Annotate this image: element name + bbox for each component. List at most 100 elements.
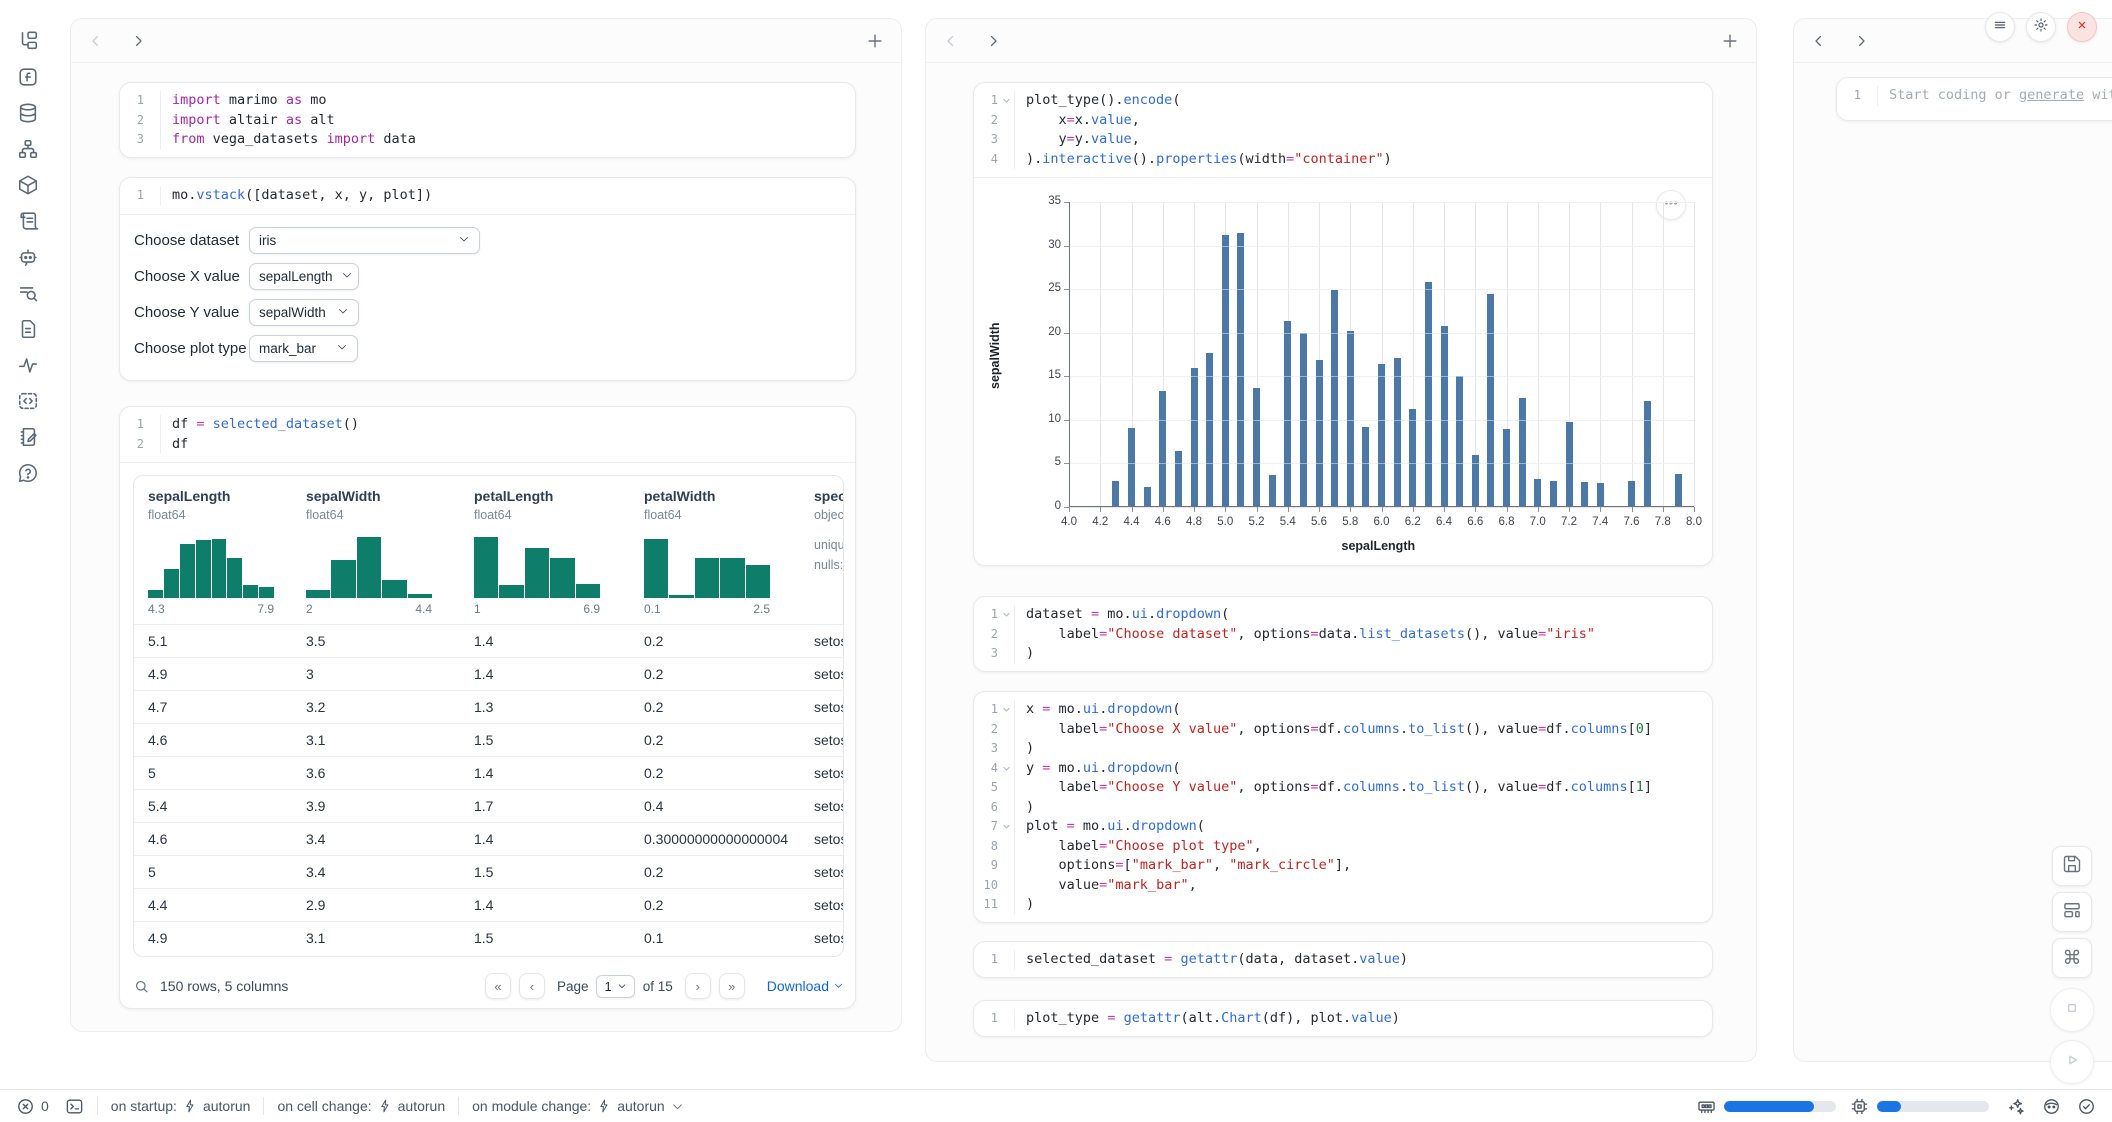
cell-xy-plot-dropdowns-editor[interactable]: 1x = mo.ui.dropdown(2 label="Choose X va… xyxy=(974,692,1712,923)
function-square-icon[interactable] xyxy=(17,66,39,88)
table-cell: 5.1 xyxy=(148,633,167,649)
y-tick-label: 35 xyxy=(1033,195,1061,207)
cell-imports-editor[interactable]: 1import marimo as mo2import altair as al… xyxy=(120,83,855,158)
x-tick-label: 7.6 xyxy=(1618,516,1646,528)
cell-chart-editor[interactable]: 1plot_type().encode(2 x=x.value,3 y=y.va… xyxy=(974,83,1712,177)
code-block-icon[interactable] xyxy=(17,390,39,412)
table-cell: 5.4 xyxy=(148,798,167,814)
ai-chat-icon[interactable] xyxy=(17,246,39,268)
code-line: 1dataset = mo.ui.dropdown( xyxy=(974,605,1712,625)
page-count-label: of 15 xyxy=(643,979,673,994)
ai-sparkles-button[interactable] xyxy=(2007,1097,2026,1116)
code-fold-icon[interactable] xyxy=(998,91,1014,111)
chart-bar xyxy=(1503,429,1510,507)
cell-empty-editor[interactable]: 1 Start coding or generate with xyxy=(1837,78,2112,114)
add-cell-button[interactable] xyxy=(865,31,885,51)
table-cell: setos xyxy=(814,798,844,814)
dropdown-choose-plot-type[interactable]: mark_bar xyxy=(249,335,358,362)
x-tick-label: 6.6 xyxy=(1461,516,1489,528)
file-tree-icon[interactable] xyxy=(17,30,39,52)
package-icon[interactable] xyxy=(17,174,39,196)
column-scroll-right-icon[interactable] xyxy=(129,32,147,50)
shutdown-button[interactable] xyxy=(2067,12,2097,42)
database-icon[interactable] xyxy=(17,102,39,124)
cell-dataframe-editor[interactable]: 1df = selected_dataset()2df xyxy=(120,407,855,462)
column-scroll-left-icon[interactable] xyxy=(87,32,105,50)
table-cell: 4.6 xyxy=(148,831,167,847)
chart-bar xyxy=(1534,479,1541,507)
help-icon[interactable] xyxy=(17,462,39,484)
table-cell: setos xyxy=(814,633,844,649)
x-tick-label: 7.2 xyxy=(1555,516,1583,528)
table-cell: 4.9 xyxy=(148,666,167,682)
table-search-icon[interactable] xyxy=(133,978,150,995)
x-tick-label: 6.2 xyxy=(1399,516,1427,528)
column-scroll-right-icon[interactable] xyxy=(984,32,1002,50)
cell-vstack-editor[interactable]: 1mo.vstack([dataset, x, y, plot]) xyxy=(120,178,855,214)
chart-bar xyxy=(1550,481,1557,507)
x-tick-label: 6.8 xyxy=(1493,516,1521,528)
chevron-down-icon xyxy=(337,305,349,320)
add-cell-button[interactable] xyxy=(1720,31,1740,51)
column-scroll-right-icon[interactable] xyxy=(1852,32,1870,50)
table-cell: setos xyxy=(814,732,844,748)
table-row: 4.63.11.50.2setos xyxy=(134,723,843,756)
search-list-icon[interactable] xyxy=(17,282,39,304)
code-line: 3from vega_datasets import data xyxy=(120,130,855,150)
notebook-menu-button[interactable] xyxy=(1985,12,2015,42)
connection-status-icon[interactable] xyxy=(2077,1097,2096,1116)
x-tick-label: 7.4 xyxy=(1586,516,1614,528)
error-count[interactable]: 0 xyxy=(16,1097,49,1116)
dropdown-label: Choose plot type xyxy=(134,340,249,357)
dropdown-choose-x-value[interactable]: sepalLength xyxy=(249,263,359,290)
prev-page-button[interactable]: ‹ xyxy=(519,973,545,999)
document-icon[interactable] xyxy=(17,318,39,340)
altair-bar-chart[interactable]: 4.04.24.44.64.85.05.25.45.65.86.06.26.46… xyxy=(974,178,1712,565)
dropdown-label: Choose Y value xyxy=(134,304,249,321)
column-scroll-left-icon[interactable] xyxy=(942,32,960,50)
scratchpad-icon[interactable] xyxy=(17,426,39,448)
dropdown-choose-dataset[interactable]: iris xyxy=(249,227,480,254)
y-axis-title: sepalWidth xyxy=(988,322,1002,389)
next-page-button[interactable]: › xyxy=(685,973,711,999)
code-fold-icon[interactable] xyxy=(998,605,1014,625)
table-row: 53.61.40.2setos xyxy=(134,756,843,789)
script-scroll-icon[interactable] xyxy=(17,210,39,232)
dropdown-choose-y-value[interactable]: sepalWidth xyxy=(249,299,359,326)
code-line: 3) xyxy=(974,739,1712,759)
cell-selected-dataset-editor[interactable]: 1selected_dataset = getattr(data, datase… xyxy=(974,942,1712,978)
code-fold-icon[interactable] xyxy=(998,817,1014,837)
on-startup-setting[interactable]: on startup: autorun xyxy=(111,1098,251,1114)
stop-button[interactable] xyxy=(2050,988,2094,1032)
download-button[interactable]: Download xyxy=(767,978,844,994)
cell-plot-type: 1plot_type = getattr(alt.Chart(df), plot… xyxy=(973,1000,1713,1037)
terminal-button[interactable] xyxy=(65,1097,84,1116)
copilot-button[interactable] xyxy=(2042,1097,2061,1116)
code-line: 1df = selected_dataset() xyxy=(120,415,855,435)
column-scroll-left-icon[interactable] xyxy=(1810,32,1828,50)
last-page-button[interactable]: » xyxy=(719,973,745,999)
on-cell-change-setting[interactable]: on cell change: autorun xyxy=(277,1098,445,1114)
code-fold-icon[interactable] xyxy=(998,700,1014,720)
keyboard-shortcuts-button[interactable]: ⌘ xyxy=(2052,938,2092,978)
y-tick-label: 25 xyxy=(1033,282,1061,294)
save-button[interactable] xyxy=(2052,846,2092,886)
first-page-button[interactable]: « xyxy=(485,973,511,999)
cell-plot-type-editor[interactable]: 1plot_type = getattr(alt.Chart(df), plot… xyxy=(974,1001,1712,1037)
memory-icon xyxy=(1697,1097,1716,1116)
dependency-graph-icon[interactable] xyxy=(17,138,39,160)
activity-icon[interactable] xyxy=(17,354,39,376)
cell-dataset-dropdown-editor[interactable]: 1dataset = mo.ui.dropdown(2 label="Choos… xyxy=(974,597,1712,672)
generate-with-ai-link[interactable]: generate xyxy=(2019,87,2084,103)
table-cell: 1.3 xyxy=(474,699,493,715)
code-fold-icon[interactable] xyxy=(998,759,1014,779)
settings-button[interactable] xyxy=(2026,12,2056,42)
page-select[interactable]: 1 xyxy=(596,975,634,998)
column-2-header xyxy=(926,19,1756,63)
cell-dataframe: 1df = selected_dataset()2df sepalLengthf… xyxy=(119,406,856,1009)
run-button[interactable] xyxy=(2050,1040,2094,1084)
y-tick-label: 5 xyxy=(1033,456,1061,468)
layout-button[interactable] xyxy=(2052,892,2092,932)
cell-selected-dataset: 1selected_dataset = getattr(data, datase… xyxy=(973,941,1713,978)
on-module-change-setting[interactable]: on module change: autorun xyxy=(472,1098,684,1114)
